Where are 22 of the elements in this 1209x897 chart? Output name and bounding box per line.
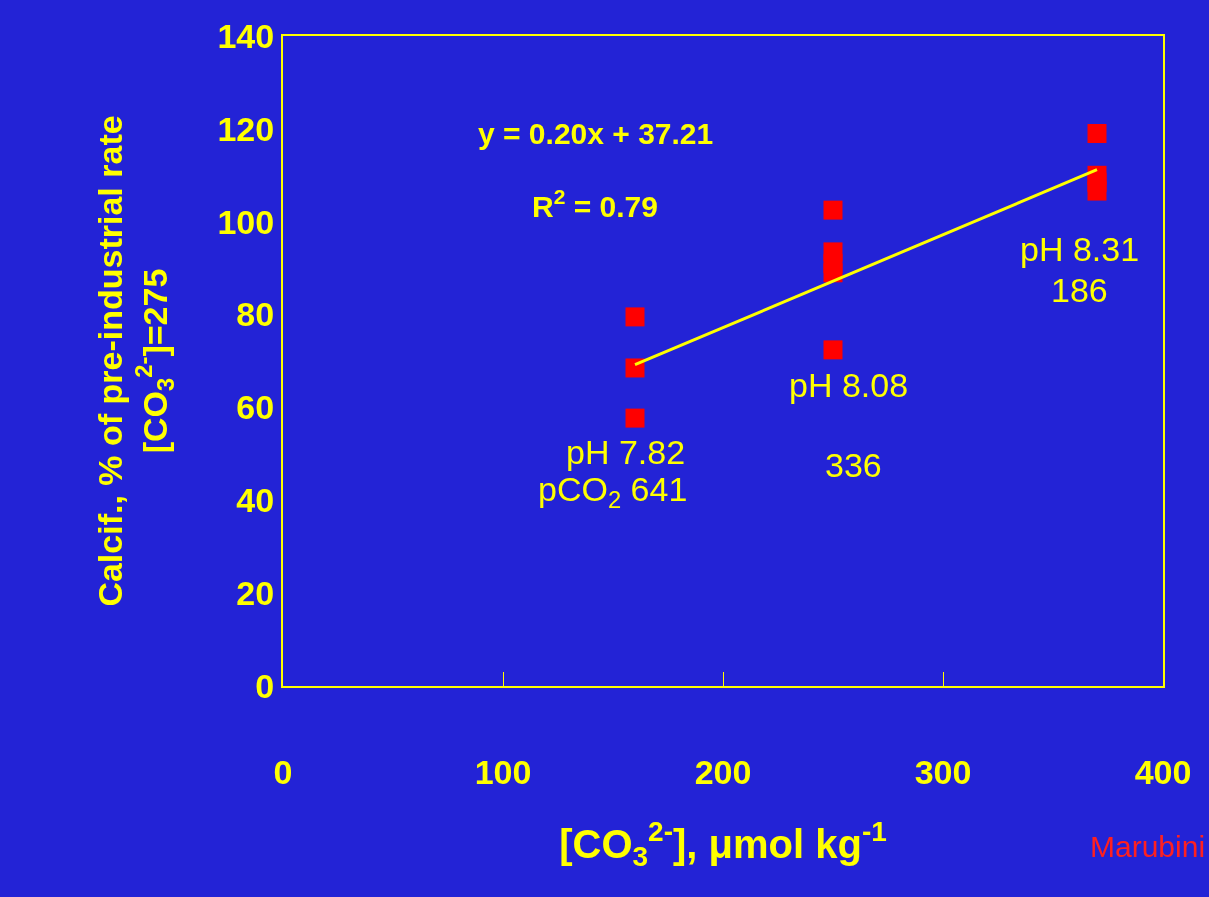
annotation: pH 8.08 <box>789 366 909 404</box>
annotation: y = 0.20x + 37.21 <box>478 117 714 150</box>
annotation: R$^{2}$ = 0.79 <box>532 185 658 223</box>
x-tick-label: 300 <box>914 752 972 791</box>
y-tick-label: 60 <box>236 388 275 427</box>
y-tick-label: 40 <box>236 481 275 520</box>
y-tick-label: 80 <box>236 295 275 334</box>
y-tick-label: 140 <box>217 16 275 55</box>
annotation: 336 <box>825 446 882 484</box>
y-tick-label: 120 <box>217 109 275 148</box>
x-tick-label: 200 <box>694 752 752 791</box>
y-tick-label: 20 <box>236 574 275 613</box>
x-tick-label: 400 <box>1134 752 1192 791</box>
text: Marubini <box>1090 830 1206 863</box>
annotation: 186 <box>1051 271 1108 309</box>
x-axis-title: [CO$_{3}$$^{2-}$], μmol kg$^{-1}$ <box>559 816 887 873</box>
annotation: pCO$_{2}$ 641 <box>538 470 688 514</box>
y-tick-label: 100 <box>217 202 275 241</box>
y-tick-label: 0 <box>255 666 275 705</box>
annotation: pH 7.82 <box>566 433 686 471</box>
x-tick-label: 100 <box>474 752 532 791</box>
annotation: pH 8.31 <box>1020 230 1140 268</box>
